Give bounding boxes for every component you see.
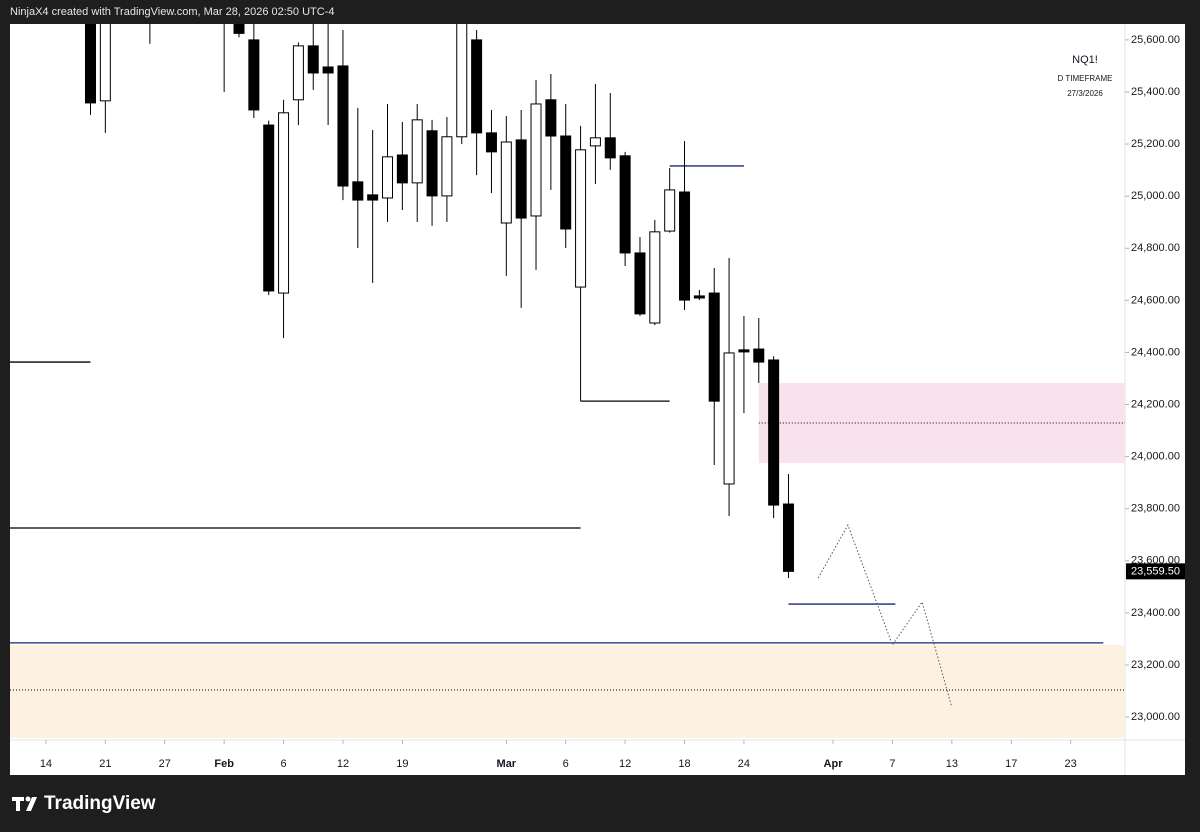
candle-body: [738, 349, 750, 353]
x-tick-label: Feb: [214, 758, 234, 770]
header-text: NinjaX4 created with TradingView.com, Ma…: [10, 6, 334, 18]
x-tick-label: Mar: [497, 758, 517, 770]
candle-body: [589, 137, 601, 147]
y-tick-label: 25,400.00: [1131, 86, 1180, 98]
y-tick-label: 23,400.00: [1131, 607, 1180, 619]
candle-body: [396, 154, 408, 184]
candle-body: [500, 141, 512, 224]
candle-body: [530, 103, 542, 217]
x-tick-label: 27: [159, 758, 171, 770]
candle-body: [679, 191, 691, 301]
candle-body: [619, 155, 631, 254]
candle-body: [575, 149, 587, 288]
candle-body: [322, 66, 334, 74]
y-tick-label: 24,600.00: [1131, 294, 1180, 306]
candle-body: [485, 132, 497, 153]
x-tick-label: 6: [280, 758, 286, 770]
candle-body: [634, 252, 646, 315]
candle-body: [337, 65, 349, 187]
x-tick-label: 6: [563, 758, 569, 770]
candle-body: [411, 119, 423, 184]
candle-body: [278, 112, 290, 294]
x-tick-label: 21: [99, 758, 111, 770]
x-tick-label: 12: [619, 758, 631, 770]
x-tick-label: 18: [678, 758, 690, 770]
candle-body: [708, 292, 720, 402]
last-price-box: [1126, 563, 1185, 580]
candle-body: [456, 24, 468, 138]
candle-body: [367, 194, 379, 201]
y-tick-label: 25,200.00: [1131, 138, 1180, 150]
y-tick-label: 25,000.00: [1131, 190, 1180, 202]
candle-body: [782, 503, 794, 572]
plot: [10, 24, 1125, 738]
brand-logo: [12, 796, 37, 811]
candle-body: [664, 189, 676, 232]
brand: TradingView: [44, 793, 156, 814]
x-tick-label: 19: [396, 758, 408, 770]
candle-body: [545, 99, 557, 137]
x-tick-label: 14: [40, 758, 52, 770]
candle-body: [352, 181, 364, 201]
y-tick-label: 24,800.00: [1131, 242, 1180, 254]
x-tick-label: 17: [1005, 758, 1017, 770]
y-tick-label: 23,000.00: [1131, 711, 1180, 723]
x-tick-label: 12: [337, 758, 349, 770]
candle-body: [263, 124, 275, 292]
x-tick-label: 24: [738, 758, 750, 770]
candle-body: [723, 352, 735, 485]
x-tick-label: 13: [946, 758, 958, 770]
projection-path: [817, 523, 953, 708]
x-tick-label: 23: [1065, 758, 1077, 770]
zone: [10, 644, 1125, 738]
candle-body: [604, 137, 616, 159]
candle-body: [307, 45, 319, 74]
y-tick-label: 24,000.00: [1131, 451, 1180, 463]
x-tick-label: Apr: [824, 758, 844, 770]
candle-body: [515, 139, 527, 219]
candle-body: [753, 348, 765, 363]
y-tick-label: 23,200.00: [1131, 659, 1180, 671]
timeframe: D TIMEFRAME: [1058, 74, 1113, 83]
candle-body: [649, 231, 661, 324]
y-tick-label: 25,600.00: [1131, 34, 1180, 46]
candle-body: [560, 135, 572, 230]
symbol: NQ1!: [1072, 54, 1098, 66]
candle-body: [471, 39, 483, 134]
candle-body: [693, 295, 705, 299]
y-tick-label: 23,800.00: [1131, 503, 1180, 515]
y-tick-label: 24,200.00: [1131, 398, 1180, 410]
candle-body: [382, 156, 394, 199]
candle-body: [84, 24, 96, 104]
candle-body: [441, 136, 453, 197]
date: 27/3/2026: [1067, 89, 1103, 98]
candle-body: [248, 39, 260, 111]
candle-body: [292, 45, 304, 101]
candle-body: [233, 24, 245, 34]
candle-body: [99, 24, 111, 102]
x-tick-label: 7: [889, 758, 895, 770]
candle-body: [768, 359, 780, 506]
y-tick-label: 24,400.00: [1131, 346, 1180, 358]
candle-body: [426, 130, 438, 197]
last-price-label: 23,559.50: [1131, 565, 1180, 577]
